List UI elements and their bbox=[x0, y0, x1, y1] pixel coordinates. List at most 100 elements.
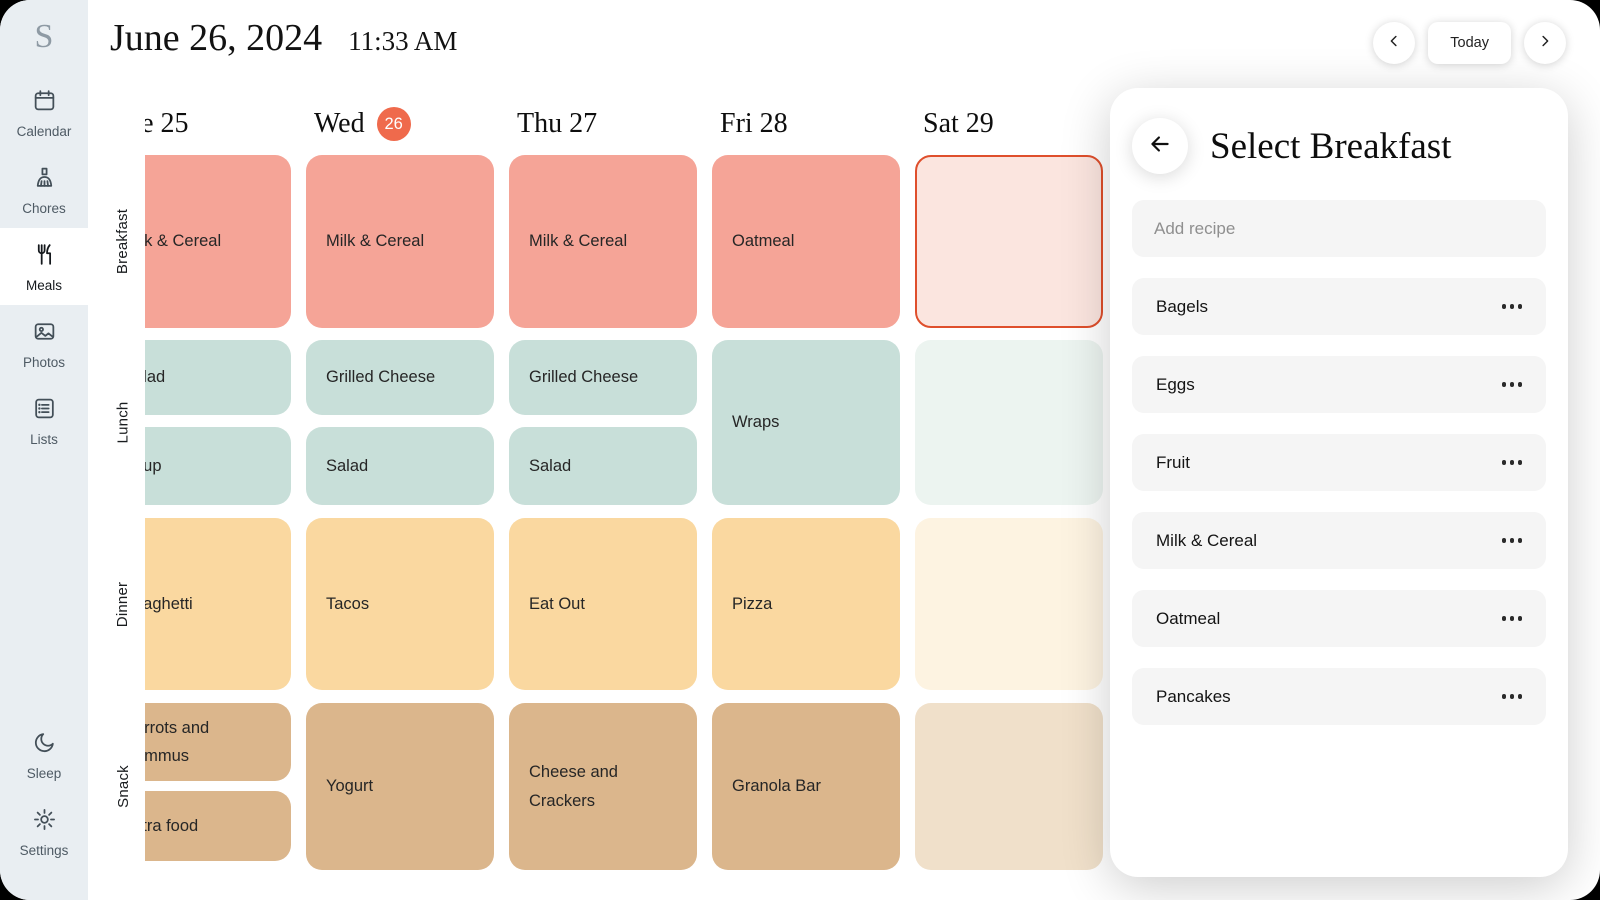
meal-cell-snack-tue-1[interactable]: Carrots and Hummus bbox=[145, 703, 291, 781]
day-header-label: Wed bbox=[314, 108, 365, 139]
meal-cell-dinner-fri[interactable]: Pizza bbox=[712, 518, 900, 690]
meal-cell-breakfast-wed[interactable]: Milk & Cereal bbox=[306, 155, 494, 328]
meal-cell-snack-sat[interactable] bbox=[915, 703, 1103, 870]
lists-icon bbox=[32, 396, 57, 426]
meal-label: Wraps bbox=[732, 413, 780, 432]
ellipsis-options-icon[interactable] bbox=[1501, 304, 1522, 309]
date-navigation: Today bbox=[1373, 22, 1566, 64]
meal-cell-lunch-wed-2[interactable]: Salad bbox=[306, 427, 494, 505]
meal-cell-dinner-wed[interactable]: Tacos bbox=[306, 518, 494, 690]
app-logo: S bbox=[34, 18, 54, 55]
meal-label: Spaghetti bbox=[145, 594, 193, 613]
day-header-label: Tue 25 bbox=[145, 108, 189, 139]
meal-cell-lunch-thu-2[interactable]: Salad bbox=[509, 427, 697, 505]
meal-cell-lunch-thu-1[interactable]: Grilled Cheese bbox=[509, 340, 697, 415]
meal-cell-dinner-thu[interactable]: Eat Out bbox=[509, 518, 697, 690]
sidebar-item-photos[interactable]: Photos bbox=[0, 305, 88, 382]
meal-cell-dinner-tue[interactable]: Spaghetti bbox=[145, 518, 291, 690]
meal-cell-snack-thu[interactable]: Cheese and Crackers bbox=[509, 703, 697, 870]
meal-label: Carrots and Hummus bbox=[145, 718, 210, 765]
calendar-icon bbox=[32, 88, 57, 118]
select-breakfast-panel: Select Breakfast Bagels Eggs Fruit Milk … bbox=[1110, 88, 1568, 877]
meal-cell-breakfast-fri[interactable]: Oatmeal bbox=[712, 155, 900, 328]
current-day-badge: 26 bbox=[376, 107, 411, 141]
ellipsis-options-icon[interactable] bbox=[1501, 694, 1522, 699]
meal-cell-lunch-wed-1[interactable]: Grilled Cheese bbox=[306, 340, 494, 415]
sidebar-item-label: Meals bbox=[25, 278, 62, 293]
sidebar-item-label: Photos bbox=[22, 355, 66, 370]
sidebar-item-meals[interactable]: Meals bbox=[0, 228, 88, 305]
recipe-item-oatmeal[interactable]: Oatmeal bbox=[1132, 590, 1546, 647]
ellipsis-options-icon[interactable] bbox=[1501, 382, 1522, 387]
recipe-name: Fruit bbox=[1156, 452, 1190, 472]
current-time: 11:33 AM bbox=[348, 26, 458, 56]
meal-label: Milk & Cereal bbox=[326, 232, 425, 251]
current-date: June 26, 2024 bbox=[110, 17, 323, 59]
previous-week-button[interactable] bbox=[1373, 22, 1416, 64]
meal-label: Salad bbox=[145, 368, 166, 387]
fork-knife-icon bbox=[32, 242, 57, 272]
ellipsis-options-icon[interactable] bbox=[1501, 538, 1522, 543]
meal-cell-snack-wed[interactable]: Yogurt bbox=[306, 703, 494, 870]
day-header-tue-25: Tue 25 bbox=[145, 96, 189, 152]
meal-label: Cheese and Crackers bbox=[529, 763, 618, 810]
recipe-name: Pancakes bbox=[1156, 686, 1231, 706]
sidebar-item-calendar[interactable]: Calendar bbox=[0, 74, 88, 151]
chevron-right-icon bbox=[1536, 32, 1554, 55]
meal-label: Milk & Cereal bbox=[529, 232, 628, 251]
meal-label: Oatmeal bbox=[732, 232, 795, 251]
today-button[interactable]: Today bbox=[1428, 22, 1511, 64]
panel-header: Select Breakfast bbox=[1132, 118, 1546, 174]
recipe-item-fruit[interactable]: Fruit bbox=[1132, 434, 1546, 491]
meal-label: Pizza bbox=[732, 594, 773, 613]
meal-calendar-grid: Tue 25 Wed 26 Thu 27 Fri 28 Sat 29 Milk … bbox=[145, 96, 1108, 880]
meal-cell-dinner-sat[interactable] bbox=[915, 518, 1103, 690]
meal-cell-lunch-fri[interactable]: Wraps bbox=[712, 340, 900, 505]
recipe-name: Eggs bbox=[1156, 374, 1195, 394]
recipe-item-pancakes[interactable]: Pancakes bbox=[1132, 668, 1546, 725]
add-recipe-input[interactable] bbox=[1132, 200, 1546, 257]
day-header-thu-27: Thu 27 bbox=[509, 96, 597, 152]
day-header-fri-28: Fri 28 bbox=[712, 96, 788, 152]
meal-label: Eat Out bbox=[529, 594, 585, 613]
next-week-button[interactable] bbox=[1524, 22, 1566, 64]
meal-cell-breakfast-sat-selected[interactable] bbox=[915, 155, 1103, 328]
meal-label: Milk & Cereal bbox=[145, 232, 222, 251]
sidebar-item-chores[interactable]: Chores bbox=[0, 151, 88, 228]
sidebar-item-settings[interactable]: Settings bbox=[0, 793, 88, 870]
row-label-breakfast: Breakfast bbox=[114, 208, 132, 275]
sidebar-item-sleep[interactable]: Sleep bbox=[0, 716, 88, 793]
meal-label: Granola Bar bbox=[732, 777, 821, 796]
meal-cell-snack-fri[interactable]: Granola Bar bbox=[712, 703, 900, 870]
sidebar-item-label: Chores bbox=[22, 201, 66, 216]
meal-cell-lunch-sat[interactable] bbox=[915, 340, 1103, 505]
meal-label: Grilled Cheese bbox=[529, 368, 639, 387]
recipe-item-bagels[interactable]: Bagels bbox=[1132, 278, 1546, 335]
recipe-name: Oatmeal bbox=[1156, 608, 1221, 628]
meal-cell-breakfast-tue[interactable]: Milk & Cereal bbox=[145, 155, 291, 328]
meal-cell-snack-tue-2[interactable]: Extra food bbox=[145, 791, 291, 861]
row-label-lunch: Lunch bbox=[114, 401, 132, 444]
day-header-wed-26: Wed 26 bbox=[306, 96, 411, 152]
sidebar: S Calendar Chores Meals Photos bbox=[0, 0, 88, 900]
row-label-dinner: Dinner bbox=[114, 581, 132, 627]
meal-label: Salad bbox=[529, 456, 572, 475]
sidebar-spacer bbox=[0, 459, 88, 716]
recipe-item-eggs[interactable]: Eggs bbox=[1132, 356, 1546, 413]
meal-cell-lunch-tue-1[interactable]: Salad bbox=[145, 340, 291, 415]
meal-cell-breakfast-thu[interactable]: Milk & Cereal bbox=[509, 155, 697, 328]
day-header-label: Fri 28 bbox=[720, 108, 788, 139]
ellipsis-options-icon[interactable] bbox=[1501, 616, 1522, 621]
sidebar-item-label: Sleep bbox=[26, 766, 62, 781]
photos-icon bbox=[32, 319, 57, 349]
grid-scroll-content[interactable]: Tue 25 Wed 26 Thu 27 Fri 28 Sat 29 Milk … bbox=[145, 96, 1108, 880]
recipe-item-milk-cereal[interactable]: Milk & Cereal bbox=[1132, 512, 1546, 569]
ellipsis-options-icon[interactable] bbox=[1501, 460, 1522, 465]
meal-cell-lunch-tue-2[interactable]: Soup bbox=[145, 427, 291, 505]
back-button[interactable] bbox=[1132, 118, 1188, 174]
broom-icon bbox=[32, 165, 57, 195]
recipe-name: Milk & Cereal bbox=[1156, 530, 1258, 550]
sidebar-item-lists[interactable]: Lists bbox=[0, 382, 88, 459]
recipe-name: Bagels bbox=[1156, 296, 1208, 316]
